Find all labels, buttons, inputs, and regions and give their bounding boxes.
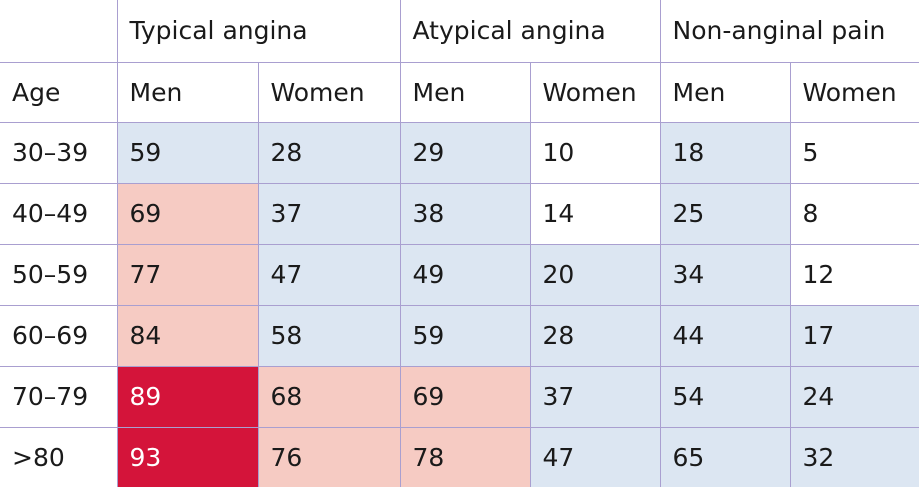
value-cell: 93 — [116, 426, 259, 487]
corner-cell — [0, 0, 118, 63]
value-cell: 29 — [399, 121, 531, 184]
column-header: Women — [789, 61, 919, 123]
value-cell: 54 — [659, 365, 791, 428]
data-row: 60–69 84 58 59 28 44 17 — [0, 304, 919, 367]
age-cell: 60–69 — [0, 304, 118, 367]
value-cell: 68 — [257, 365, 401, 428]
group-header-row: Typical angina Atypical angina Non-anginal… — [0, 0, 919, 63]
value-cell: 34 — [659, 243, 791, 306]
value-cell: 44 — [659, 304, 791, 367]
value-cell: 78 — [399, 426, 531, 487]
value-cell: 18 — [659, 121, 791, 184]
value-cell: 28 — [257, 121, 401, 184]
value-cell: 20 — [529, 243, 661, 306]
column-header: Women — [257, 61, 401, 123]
value-cell: 10 — [529, 121, 661, 184]
column-header: Age — [0, 61, 118, 123]
value-cell: 49 — [399, 243, 531, 306]
value-cell: 14 — [529, 182, 661, 245]
value-cell: 24 — [789, 365, 919, 428]
data-row: 30–39 59 28 29 10 18 5 — [0, 121, 919, 184]
value-cell: 38 — [399, 182, 531, 245]
group-header: Atypical angina — [399, 0, 661, 63]
value-cell: 12 — [789, 243, 919, 306]
value-cell: 59 — [116, 121, 259, 184]
data-row: >80 93 76 78 47 65 32 — [0, 426, 919, 487]
value-cell: 84 — [116, 304, 259, 367]
data-row: 40–49 69 37 38 14 25 8 — [0, 182, 919, 245]
value-cell: 47 — [529, 426, 661, 487]
column-header: Men — [399, 61, 531, 123]
group-header: Non-anginal pain — [659, 0, 919, 63]
value-cell: 65 — [659, 426, 791, 487]
value-cell: 37 — [529, 365, 661, 428]
value-cell: 76 — [257, 426, 401, 487]
value-cell: 89 — [116, 365, 259, 428]
age-cell: >80 — [0, 426, 118, 487]
age-cell: 40–49 — [0, 182, 118, 245]
column-header: Men — [116, 61, 259, 123]
value-cell: 17 — [789, 304, 919, 367]
value-cell: 69 — [116, 182, 259, 245]
value-cell: 69 — [399, 365, 531, 428]
value-cell: 32 — [789, 426, 919, 487]
age-cell: 70–79 — [0, 365, 118, 428]
age-cell: 50–59 — [0, 243, 118, 306]
value-cell: 8 — [789, 182, 919, 245]
value-cell: 77 — [116, 243, 259, 306]
value-cell: 59 — [399, 304, 531, 367]
data-row: 50–59 77 47 49 20 34 12 — [0, 243, 919, 306]
data-row: 70–79 89 68 69 37 54 24 — [0, 365, 919, 428]
column-header: Women — [529, 61, 661, 123]
value-cell: 37 — [257, 182, 401, 245]
value-cell: 5 — [789, 121, 919, 184]
group-header: Typical angina — [116, 0, 401, 63]
age-cell: 30–39 — [0, 121, 118, 184]
value-cell: 47 — [257, 243, 401, 306]
column-header: Men — [659, 61, 791, 123]
header-row: Age Men Women Men Women Men Women — [0, 61, 919, 123]
value-cell: 58 — [257, 304, 401, 367]
value-cell: 25 — [659, 182, 791, 245]
value-cell: 28 — [529, 304, 661, 367]
